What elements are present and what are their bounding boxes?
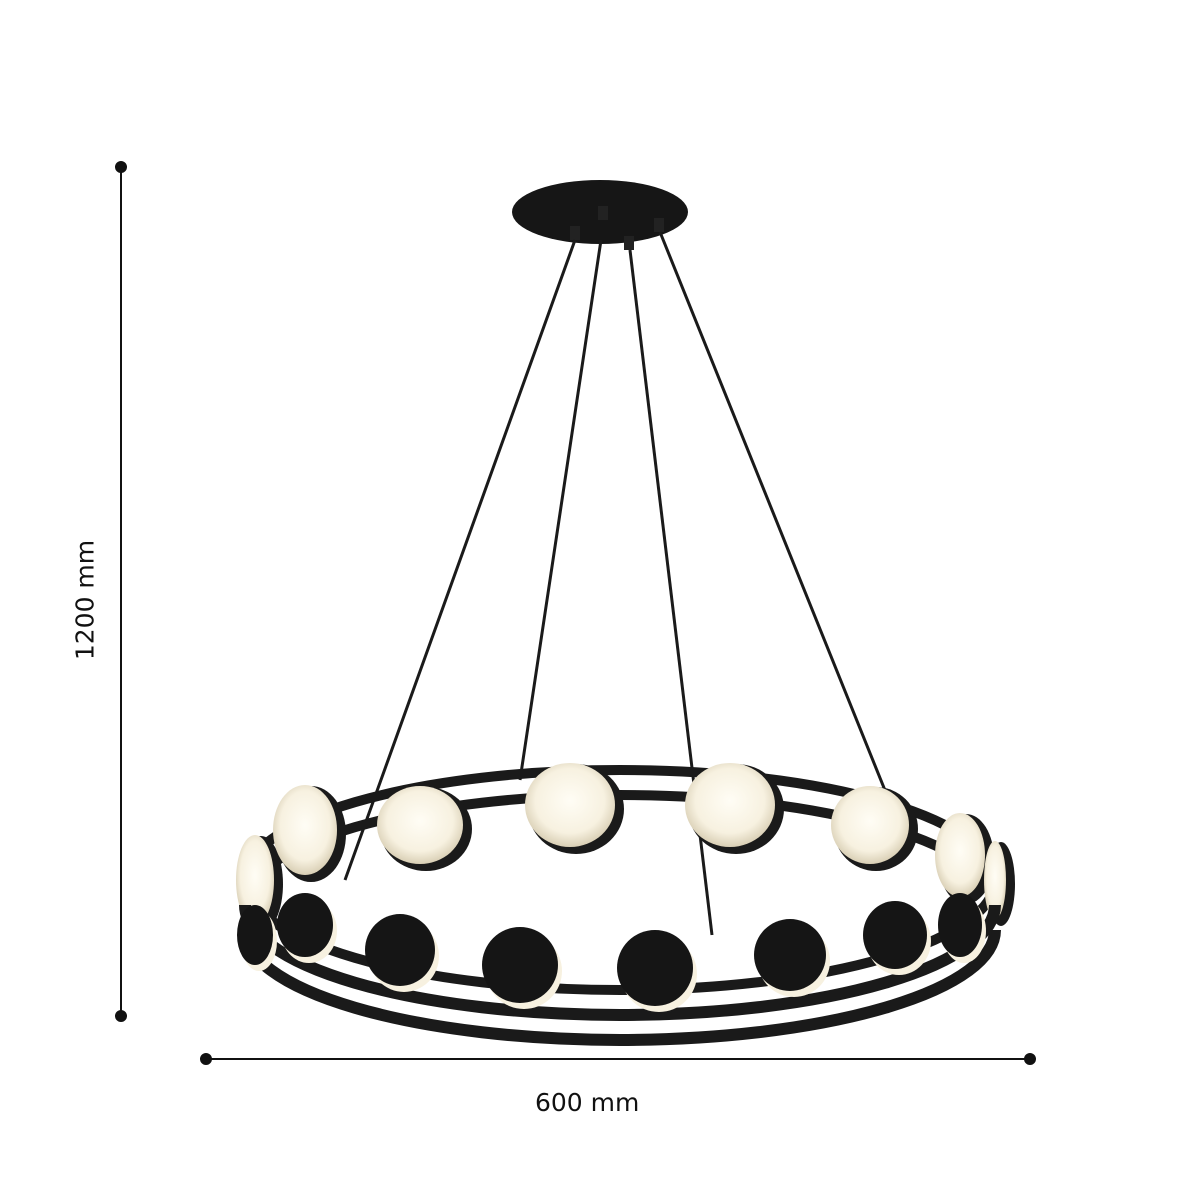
dark-light-disc	[482, 927, 562, 1009]
glowing-light-disc	[525, 763, 624, 854]
glowing-light-disc	[935, 813, 994, 904]
dark-light-disc	[617, 930, 697, 1012]
dark-light-disc	[237, 905, 277, 971]
back-lights	[236, 763, 1015, 932]
height-label: 1200 mm	[70, 539, 100, 661]
dark-light-disc	[863, 901, 931, 975]
height-dimension-line	[115, 161, 127, 1022]
width-dimension-line	[200, 1053, 1036, 1065]
glowing-light-disc	[831, 786, 918, 871]
dark-light-disc	[365, 914, 439, 992]
ceiling-canopy	[512, 180, 688, 250]
glowing-light-disc	[273, 785, 346, 882]
width-label: 600 mm	[535, 1088, 640, 1117]
dark-light-disc	[754, 919, 830, 997]
glowing-light-disc	[685, 763, 784, 854]
glowing-light-disc	[377, 786, 472, 871]
ring-frame-front	[239, 904, 1001, 1046]
dark-light-disc	[938, 893, 986, 963]
dark-light-disc	[277, 893, 337, 963]
front-lights	[237, 893, 986, 1012]
